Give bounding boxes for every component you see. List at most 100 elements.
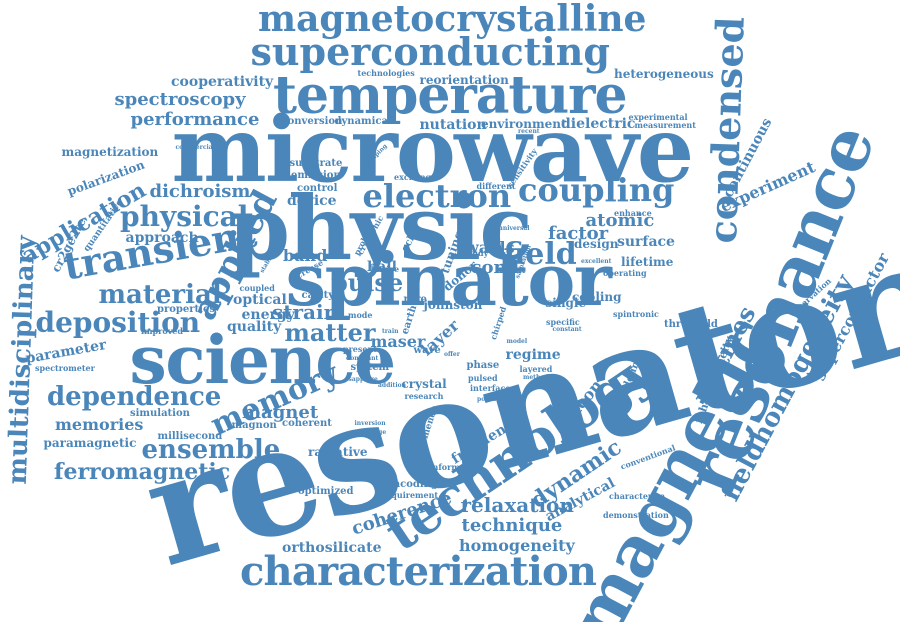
word-102: improved bbox=[141, 326, 183, 336]
word-145: rare bbox=[403, 294, 427, 305]
word-137: coupled bbox=[239, 283, 275, 293]
word-139: dominant bbox=[346, 355, 379, 362]
word-151: train bbox=[382, 328, 399, 335]
word-1: superconducting bbox=[250, 29, 610, 74]
word-88: radiative bbox=[308, 445, 368, 459]
word-50: heterogeneous bbox=[614, 67, 714, 81]
word-6: science bbox=[129, 321, 397, 399]
word-79: maser bbox=[370, 332, 426, 351]
word-66: factor bbox=[548, 223, 609, 244]
word-73: band bbox=[283, 246, 328, 265]
word-54: dielectric bbox=[561, 116, 636, 132]
word-109: exchange bbox=[394, 172, 437, 182]
word-63: magnon bbox=[231, 420, 277, 431]
word-136: lattice bbox=[370, 264, 400, 274]
word-51: reorientation bbox=[419, 73, 509, 87]
word-43: cooperativity bbox=[171, 74, 274, 90]
word-118: specific bbox=[546, 317, 580, 327]
word-149: offer bbox=[444, 351, 460, 358]
word-120: layered bbox=[519, 364, 553, 374]
word-52: nutation bbox=[419, 117, 487, 133]
word-60: millisecond bbox=[157, 431, 223, 442]
word-144: result bbox=[499, 265, 526, 275]
word-3: microwave bbox=[171, 97, 695, 203]
word-138: sapphire bbox=[348, 376, 378, 383]
word-33: homogeneity bbox=[459, 536, 575, 555]
word-155: universal bbox=[498, 225, 530, 232]
word-131: model bbox=[506, 338, 528, 345]
word-141: recent bbox=[518, 128, 540, 135]
word-89: encoding bbox=[386, 479, 438, 490]
word-44: magnetization bbox=[61, 145, 159, 159]
word-77: quality bbox=[227, 319, 282, 335]
word-148: wave bbox=[413, 345, 441, 356]
word-87: optimized bbox=[298, 486, 354, 497]
word-98: simulation bbox=[130, 408, 190, 419]
word-93: demonstration bbox=[603, 510, 669, 520]
word-140: addition bbox=[378, 382, 406, 389]
word-68: lifetime bbox=[621, 255, 674, 269]
word-127: phase bbox=[466, 360, 500, 371]
word-106: control bbox=[297, 183, 338, 194]
word-24: ferromagnetic bbox=[54, 459, 231, 485]
word-92: characterize bbox=[609, 491, 665, 501]
word-91: information bbox=[429, 462, 483, 472]
word-42: performance bbox=[130, 109, 260, 130]
word-143: study bbox=[464, 248, 489, 258]
word-53: environment bbox=[481, 117, 567, 131]
word-69: design bbox=[574, 237, 619, 251]
word-119: constant bbox=[552, 326, 582, 333]
word-40: matter bbox=[284, 318, 376, 347]
word-115: enhance bbox=[614, 208, 652, 218]
word-81: regime bbox=[505, 347, 561, 363]
word-123: crystal bbox=[401, 377, 447, 391]
word-76: energy bbox=[241, 307, 295, 323]
word-126: potential bbox=[477, 396, 508, 403]
word-124: research bbox=[404, 391, 444, 401]
word-150: mode bbox=[348, 310, 373, 320]
word-83: cooling bbox=[572, 290, 622, 304]
word-128: pulsed bbox=[468, 373, 498, 383]
word-99: spectrometer bbox=[35, 363, 95, 373]
word-78: cavity bbox=[301, 290, 335, 301]
word-55: conversion bbox=[281, 116, 343, 127]
word-37: field bbox=[503, 237, 577, 272]
word-61: orthosilicate bbox=[282, 540, 382, 556]
word-122: system bbox=[350, 362, 390, 373]
word-57: device bbox=[287, 193, 337, 209]
word-101: properties bbox=[157, 304, 215, 315]
word-84: threshold bbox=[664, 319, 718, 330]
word-56: dynamical bbox=[334, 116, 392, 127]
word-18: deposition bbox=[35, 306, 201, 339]
word-23: ensemble bbox=[141, 435, 281, 465]
word-110: different bbox=[476, 181, 516, 191]
word-31: relaxation bbox=[460, 493, 574, 517]
word-133: challenge bbox=[353, 429, 387, 436]
word-125: interface bbox=[470, 383, 511, 393]
word-114: measurement bbox=[634, 120, 696, 130]
word-62: magnet bbox=[242, 402, 319, 423]
word-129: johnston bbox=[423, 298, 483, 312]
word-4: physic bbox=[228, 176, 533, 280]
word-19: material bbox=[98, 280, 222, 310]
word-75: optical bbox=[233, 292, 287, 308]
word-85: spintronic bbox=[613, 309, 659, 319]
word-132: inversion bbox=[354, 420, 386, 427]
word-74: hall bbox=[367, 259, 397, 275]
word-134: present bbox=[343, 344, 378, 354]
word-38: pulse bbox=[331, 268, 404, 297]
word-67: surface bbox=[617, 234, 675, 250]
word-108: emission bbox=[291, 170, 341, 181]
word-112: technologies bbox=[357, 68, 415, 78]
word-65: atomic bbox=[585, 210, 655, 231]
word-5: spinator bbox=[285, 237, 612, 322]
word-71: waals bbox=[465, 238, 515, 257]
word-59: paramagnetic bbox=[43, 436, 137, 450]
word-0: magnetocrystalline bbox=[258, 0, 647, 40]
word-107: substrate bbox=[289, 158, 343, 169]
word-20: physical bbox=[120, 200, 249, 233]
word-90: requirement bbox=[382, 490, 439, 500]
word-11: characterization bbox=[240, 548, 597, 595]
word-15: coupling bbox=[518, 171, 675, 209]
